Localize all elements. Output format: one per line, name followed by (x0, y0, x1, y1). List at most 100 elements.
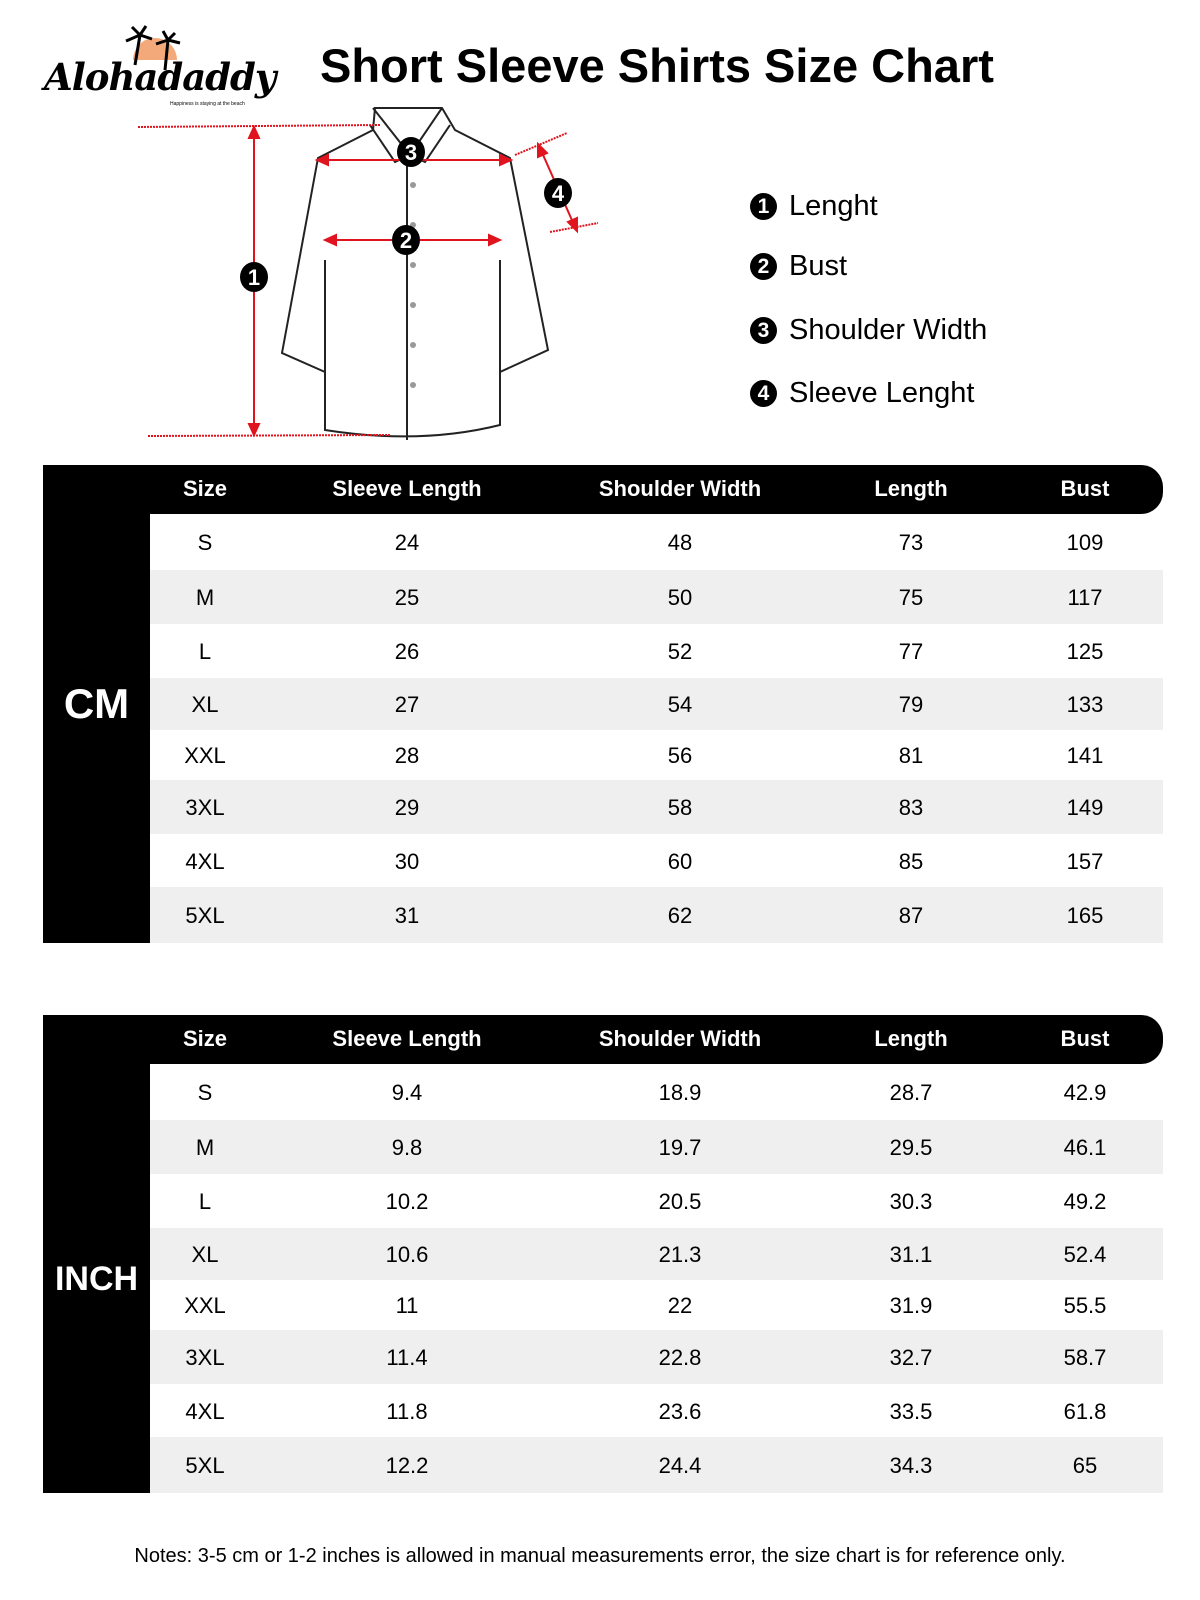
table-cell: XXL (184, 1293, 226, 1318)
table-cell: XL (191, 692, 219, 717)
table-cell: 22.8 (658, 1345, 702, 1370)
table-cell: 81 (898, 743, 924, 768)
table-cell: 4XL (185, 848, 225, 874)
table-row: 3XL 11.4 22.8 32.7 58.7 (150, 1330, 1163, 1384)
table-cell: 29 (394, 795, 420, 820)
table-cell: 58.7 (1063, 1345, 1107, 1370)
table-cell: 34.3 (889, 1453, 933, 1478)
table-cell: 33.5 (889, 1398, 933, 1424)
table-cell: 10.6 (385, 1242, 429, 1267)
column-header: Shoulder Width (598, 476, 762, 501)
table-row: XL 27 54 79 133 (150, 678, 1163, 730)
column-header: Bust (1060, 476, 1110, 501)
svg-text:2: 2 (400, 228, 412, 253)
table-header: Size Sleeve Length Shoulder Width Length Bus… (43, 465, 1163, 514)
table-cell: 30.3 (889, 1189, 933, 1214)
table-row: XXL 11 22 31.9 55.5 (150, 1280, 1163, 1330)
table-cell: 50 (667, 585, 693, 610)
table-cell: 3XL (185, 1345, 225, 1370)
table-row: 5XL 31 62 87 165 (150, 887, 1163, 943)
brand-logo: Alohadaddy Happiness is staying at the b… (40, 15, 276, 115)
legend-label: Sleeve Lenght (789, 377, 975, 409)
table-cell: XXL (184, 743, 226, 768)
unit-label: INCH (43, 1015, 150, 1493)
table-cell: 87 (898, 903, 924, 928)
table-cell: 9.8 (391, 1135, 423, 1160)
table-cell: 52.4 (1063, 1242, 1107, 1267)
table-cell: 54 (667, 692, 693, 717)
legend-label: Shoulder Width (789, 314, 988, 346)
table-cell: M (195, 585, 215, 610)
table-cell: 11.8 (386, 1398, 428, 1424)
table-cell: 79 (898, 692, 924, 717)
table-cell: 48 (667, 530, 693, 555)
legend-item: 1 Lenght (750, 190, 878, 223)
table-cell: 125 (1066, 639, 1104, 664)
table-cell: XL (191, 1242, 219, 1267)
legend-item: 4 Sleeve Lenght (750, 377, 974, 410)
column-header: Sleeve Length (332, 1026, 482, 1051)
table-row: L 10.2 20.5 30.3 49.2 (150, 1174, 1163, 1228)
table-cell: 61.8 (1063, 1398, 1107, 1424)
table-cell: 42.9 (1063, 1080, 1107, 1105)
table-header: Size Sleeve Length Shoulder Width Length Bus… (43, 1015, 1163, 1064)
column-header: Size (182, 476, 228, 501)
table-cell: 26 (394, 639, 420, 664)
table-cell: 5XL (185, 1453, 225, 1478)
table-cell: 18.9 (658, 1080, 702, 1105)
table-cell: 29.5 (889, 1135, 933, 1160)
table-row: XXL 28 56 81 141 (150, 730, 1163, 780)
table-cell: 62 (667, 903, 693, 928)
table-cell: 52 (667, 639, 693, 664)
number-badge-icon: 4 (750, 380, 777, 407)
table-cell: 24.4 (658, 1453, 702, 1478)
table-row: M 9.8 19.7 29.5 46.1 (150, 1120, 1163, 1174)
table-cell: L (198, 639, 212, 664)
column-header: Size (182, 1026, 228, 1051)
table-cell: 149 (1066, 795, 1104, 820)
table-cell: 11 (395, 1293, 419, 1318)
table-cell: 20.5 (658, 1189, 702, 1214)
table-cell: 25 (394, 585, 420, 610)
table-cell: 83 (898, 795, 924, 820)
table-cell: 77 (898, 639, 924, 664)
table-cell: 157 (1066, 848, 1104, 874)
table-row: L 26 52 77 125 (150, 624, 1163, 678)
notes: Notes: 3-5 cm or 1-2 inches is allowed i… (134, 1545, 1066, 1567)
table-cell: 109 (1066, 530, 1104, 555)
table-cell: 27 (394, 692, 420, 717)
table-cell: 49.2 (1063, 1189, 1107, 1214)
number-badge-icon: 3 (750, 317, 777, 344)
table-cell: 133 (1066, 692, 1104, 717)
table-row: XL 10.6 21.3 31.1 52.4 (150, 1228, 1163, 1280)
table-row: 4XL 11.8 23.6 33.5 61.8 (150, 1384, 1163, 1437)
table-cell: 55.5 (1063, 1293, 1107, 1318)
table-cell: 3XL (185, 795, 225, 820)
number-badge-icon: 1 (750, 193, 777, 220)
table-cell: 24 (394, 530, 420, 555)
table-cell: 85 (898, 848, 924, 874)
table-row: 4XL 30 60 85 157 (150, 834, 1163, 887)
table-cell: S (197, 530, 213, 555)
table-cell: 46.1 (1063, 1135, 1107, 1160)
svg-text:3: 3 (405, 140, 417, 165)
table-cell: 5XL (185, 903, 225, 928)
table-cell: 58 (667, 795, 693, 820)
table-cell: 28 (394, 743, 420, 768)
legend-label: Bust (789, 250, 848, 282)
table-row: 3XL 29 58 83 149 (150, 780, 1163, 834)
table-cell: 56 (667, 743, 693, 768)
shirt-diagram: 1 2 3 4 (137, 107, 599, 440)
table-row: S 24 48 73 109 (150, 514, 1163, 570)
number-badge-icon: 2 (750, 253, 777, 280)
table-cell: 9.4 (391, 1080, 423, 1105)
column-header: Length (874, 1026, 948, 1051)
table-cell: 31.9 (889, 1293, 933, 1318)
table-cell: L (198, 1189, 212, 1214)
table-cell: 31.1 (889, 1242, 933, 1267)
table-cell: 30 (394, 848, 420, 874)
table-cell: 31 (394, 903, 420, 928)
table-cell: S (197, 1080, 213, 1105)
page-title: Short Sleeve Shirts Size Chart (320, 39, 994, 92)
table-cell: 165 (1066, 903, 1104, 928)
